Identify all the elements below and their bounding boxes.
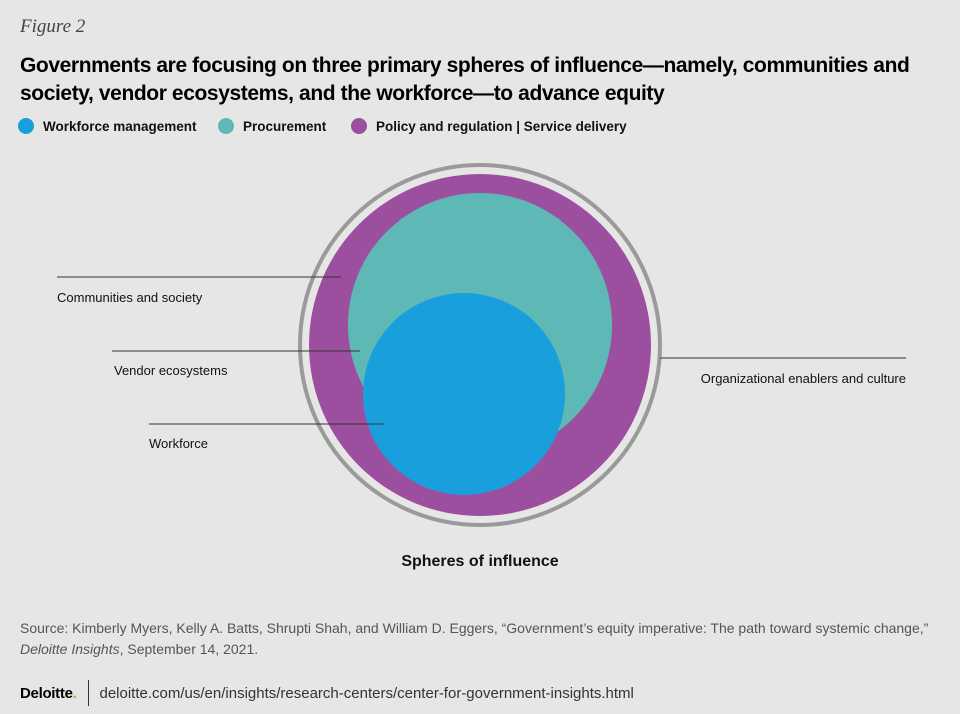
legend-swatch-procurement [218,118,234,134]
footer: Deloitte. deloitte.com/us/en/insights/re… [20,680,634,706]
legend-label-procurement: Procurement [243,118,327,134]
source-text: Source: Kimberly Myers, Kelly A. Batts, … [20,620,929,636]
footer-divider [88,680,90,706]
legend-swatch-workforce-management [18,118,34,134]
label-vendor: Vendor ecosystems [114,363,228,378]
label-workforce: Workforce [149,436,208,451]
spheres-diagram: Communities and society Vendor ecosystem… [57,163,906,527]
legend-item-procurement: Procurement [218,118,351,134]
brand-dot: . [72,684,77,702]
legend-item-workforce-management: Workforce management [18,118,218,134]
legend-item-policy: Policy and regulation | Service delivery [351,118,627,134]
legend-label-policy: Policy and regulation | Service delivery [376,118,627,134]
figure-title: Governments are focusing on three primar… [20,54,910,105]
figure-label: Figure 2 [20,16,86,37]
brand-name: Deloitte [20,684,73,702]
source-publication: Deloitte Insights [20,641,120,657]
deloitte-logo: Deloitte. [20,684,77,702]
label-enablers: Organizational enablers and culture [701,371,906,386]
workforce-sphere [363,293,565,495]
legend: Workforce management Procurement Policy … [18,118,627,134]
source-note: Source: Kimberly Myers, Kelly A. Batts, … [20,618,940,660]
legend-swatch-policy [351,118,367,134]
source-date: , September 14, 2021. [119,641,259,657]
footer-url[interactable]: deloitte.com/us/en/insights/research-cen… [99,684,634,702]
diagram-caption: Spheres of influence [401,553,559,570]
legend-label-workforce-management: Workforce management [43,118,197,134]
label-communities: Communities and society [57,290,203,305]
